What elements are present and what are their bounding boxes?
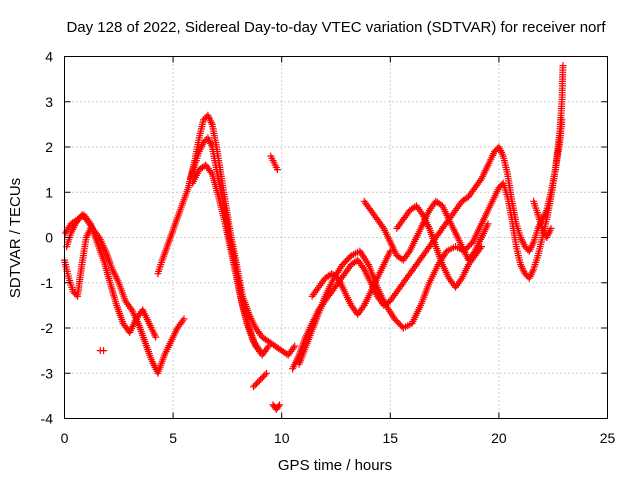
series-track-n	[393, 202, 485, 291]
y-tick-label: 4	[45, 49, 53, 65]
x-tick-label: 10	[274, 430, 290, 446]
x-tick-label: 25	[600, 430, 616, 446]
data-point	[152, 333, 160, 341]
x-tick-label: 15	[383, 430, 399, 446]
x-tick-label: 20	[491, 430, 507, 446]
data-point	[386, 247, 394, 255]
series-track-b	[62, 211, 160, 341]
x-tick-labels: 0 5 10 15 20 25	[61, 430, 616, 446]
y-tick-label: 3	[45, 94, 53, 110]
data-point	[276, 401, 283, 409]
data-point	[78, 212, 86, 220]
data-point	[180, 315, 188, 323]
series-track-h	[250, 369, 270, 391]
x-tick-label: 0	[61, 430, 69, 446]
y-tick-label: -4	[41, 411, 54, 427]
data-point	[273, 166, 281, 174]
data-point	[346, 253, 354, 261]
data-point	[484, 220, 492, 228]
series-track-f	[189, 161, 264, 355]
data-point	[256, 347, 264, 355]
y-tick-label: -2	[41, 320, 54, 336]
y-tick-label: -1	[41, 275, 54, 291]
series-track-i	[269, 401, 283, 413]
series-track-j	[96, 347, 108, 355]
data-point	[291, 342, 299, 350]
y-tick-label: 2	[45, 139, 53, 155]
data-point	[274, 402, 282, 410]
data-point	[263, 369, 270, 377]
axis-ticks	[64, 56, 608, 419]
series-track-o	[308, 247, 394, 318]
y-tick-label: -3	[41, 365, 54, 381]
series-track-g	[267, 152, 281, 174]
data-point	[87, 224, 95, 232]
chart-title: Day 128 of 2022, Sidereal Day-to-day VTE…	[66, 19, 606, 36]
x-tick-label: 5	[169, 430, 177, 446]
data-point	[559, 62, 567, 70]
series-track-c	[61, 224, 95, 300]
y-tick-label: 1	[45, 184, 53, 200]
y-tick-labels: 4 3 2 1 0 -1 -2 -3 -4	[41, 49, 54, 427]
data-point	[261, 371, 269, 379]
data-point	[558, 116, 566, 124]
series-track-l	[295, 116, 566, 368]
y-axis-title: SDTVAR / TECUs	[7, 178, 24, 298]
data-point	[478, 243, 485, 251]
data-point	[547, 224, 555, 232]
series-track-p	[530, 197, 555, 241]
data-point	[265, 342, 273, 350]
data-point	[100, 347, 108, 355]
data-points	[61, 62, 567, 413]
y-tick-label: 0	[45, 230, 53, 246]
x-axis-title: GPS time / hours	[278, 457, 392, 474]
